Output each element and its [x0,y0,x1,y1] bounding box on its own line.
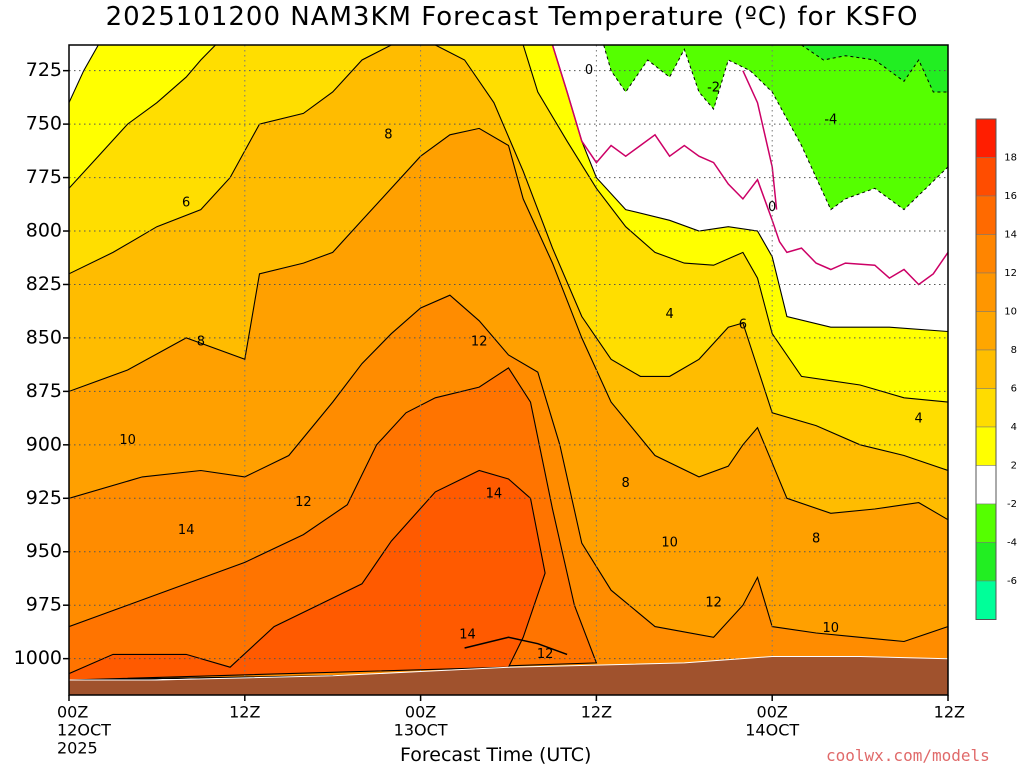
colorbar-border [975,118,997,620]
colorbar-label: 8 [1011,345,1017,356]
contour-label: 12 [295,495,312,510]
y-axis: 725 750 775 800 825 850 875 900 925 950 975 1000 [14,59,69,669]
y-tick-label: 875 [26,380,62,402]
x-tick-label: 00Z [757,703,788,722]
contour-labels: 00-2-424466888810101012121212141414 [119,63,923,662]
contour-label: 6 [182,196,190,211]
contour-label: 8 [197,335,205,350]
x-tick-label: 12Z [229,703,260,722]
colorbar-swatch [975,349,997,389]
temperature-fills [69,45,948,681]
colorbar-swatch [975,503,997,543]
y-tick-label: 900 [26,433,62,455]
colorbar-swatch [975,580,997,620]
contour-label: 10 [119,433,136,448]
contour-label: 10 [661,536,678,551]
x-tick-label: 00Z [405,703,436,722]
y-tick-label: 850 [26,326,62,348]
y-tick-label: 725 [26,59,62,81]
y-tick-label: 950 [26,540,62,562]
colorbar-label: 6 [1011,384,1017,395]
colorbar-label: 12 [1004,268,1017,279]
x-tick-label: 12Z [581,703,612,722]
contour-label: 4 [666,307,674,322]
colorbar-swatch [975,388,997,428]
contour-label: 12 [705,596,722,611]
colorbar-label: -4 [1007,538,1017,549]
contour-label: 12 [537,647,554,662]
contour-label: 4 [915,412,923,427]
temp-band-neg4 [800,45,948,93]
colorbar-label: 18 [1004,153,1017,164]
contour-line-0-0 [551,45,948,286]
x-tick-label: 12Z [934,703,965,722]
colorbar-swatch [975,311,997,351]
x-tick-label: 14OCT [745,721,799,740]
colorbar-swatch [975,118,997,158]
contour-label: 14 [178,523,195,538]
contour-label: 12 [471,335,488,350]
ground-terrain [69,656,948,695]
contour-lines [464,45,948,656]
contour-label: 8 [384,127,392,142]
x-tick-label: 2025 [57,739,98,758]
contour-label: 10 [823,621,840,636]
ground-area [69,656,948,695]
contour-label: 14 [486,487,503,502]
contour-line-14-2 [464,636,568,656]
y-tick-label: 975 [26,594,62,616]
colorbar-swatch [975,542,997,582]
y-tick-label: 775 [26,166,62,188]
y-tick-label: 750 [26,113,62,135]
colorbar-label: 16 [1004,191,1017,202]
contour-label: 0 [768,200,776,215]
colorbar-label: 10 [1004,307,1017,318]
colorbar-label: 14 [1004,230,1017,241]
colorbar-swatch [975,157,997,197]
colorbar-label: 4 [1011,422,1017,433]
watermark-text: coolwx.com/models [826,746,990,765]
contour-label: 14 [459,628,476,643]
y-tick-label: 1000 [14,647,62,669]
contour-label: -4 [824,112,837,127]
x-tick-label: 00Z [57,703,88,722]
contour-label: 8 [812,531,820,546]
colorbar: 18 16 14 12 10 8 6 4 2 -2 -4 -6 [975,118,1017,620]
colorbar-swatch [975,272,997,312]
x-axis-label: Forecast Time (UTC) [400,744,592,766]
colorbar-label: -2 [1007,499,1017,510]
y-tick-label: 825 [26,273,62,295]
contour-label: 0 [585,63,593,78]
plot-frame [68,44,949,696]
temp-band-14 [69,469,546,681]
chart-title: 2025101200 NAM3KM Forecast Temperature (… [105,2,919,32]
colorbar-swatch [975,195,997,235]
x-tick-label: 12OCT [57,721,111,740]
plot-border [68,44,949,696]
contour-label: -2 [707,80,720,95]
colorbar-swatch [975,234,997,274]
y-tick-label: 925 [26,487,62,509]
contour-label: 8 [622,476,630,491]
x-tick-label: 13OCT [394,721,448,740]
colorbar-swatch [975,426,997,466]
colorbar-label: -6 [1007,576,1017,587]
temp-band-neg2 [603,45,948,211]
y-tick-label: 800 [26,220,62,242]
colorbar-swatch [975,465,997,505]
colorbar-label: 2 [1011,461,1017,472]
grid-lines [69,45,948,695]
contour-label: 6 [739,318,747,333]
contour-line-0-1 [742,70,778,210]
